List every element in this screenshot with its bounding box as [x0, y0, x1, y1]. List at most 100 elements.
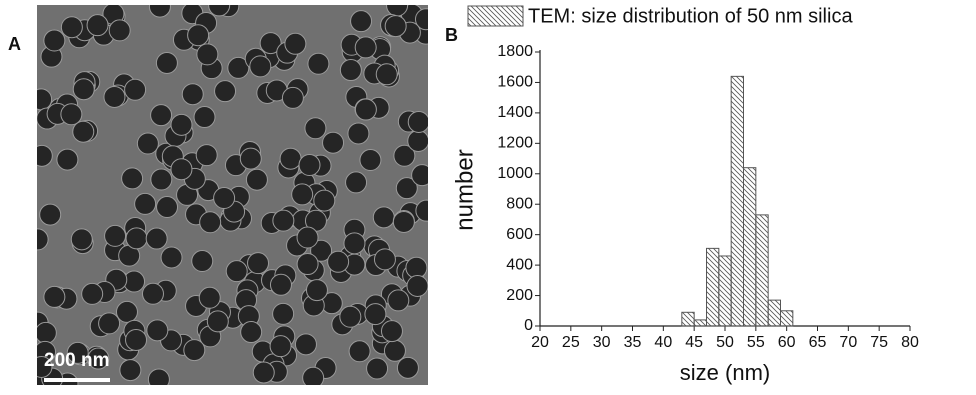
particle [147, 368, 170, 385]
x-tick-label: 25 [562, 334, 580, 351]
particle [395, 177, 418, 200]
bar [755, 214, 769, 327]
particle [227, 56, 250, 79]
x-tick-label: 65 [809, 334, 827, 351]
particle [206, 310, 229, 333]
particle [183, 339, 206, 362]
particle [252, 361, 275, 384]
particle [343, 232, 366, 255]
x-tick-label: 50 [716, 334, 734, 351]
particle [125, 227, 148, 250]
particle [145, 227, 168, 250]
particle [284, 32, 307, 55]
particle [150, 104, 173, 127]
particle [72, 120, 95, 143]
particle [134, 192, 157, 215]
x-tick-label: 20 [531, 334, 549, 351]
particle [269, 273, 292, 296]
particle [313, 189, 336, 212]
particle [304, 117, 327, 140]
particle [81, 282, 104, 305]
particle [296, 226, 319, 249]
particle [181, 83, 204, 106]
particle [406, 274, 428, 297]
particle [39, 203, 62, 226]
particle [239, 147, 262, 170]
particle [198, 286, 221, 309]
particle [136, 132, 159, 155]
x-tick-label: 45 [685, 334, 703, 351]
particle [37, 321, 57, 344]
particle [359, 149, 382, 172]
particle [327, 250, 350, 273]
particle [87, 347, 110, 370]
x-tick-label: 40 [654, 334, 672, 351]
particle [387, 289, 410, 312]
particle [148, 5, 171, 18]
y-tick-label: 1600 [497, 74, 533, 91]
particle [291, 183, 314, 206]
particle [146, 319, 169, 342]
y-tick-label: 400 [506, 256, 533, 273]
particle [225, 260, 248, 283]
particle [214, 80, 237, 103]
particle [155, 51, 178, 74]
particle [56, 148, 79, 171]
particle [354, 98, 377, 121]
particle [411, 164, 428, 187]
particle [37, 228, 49, 251]
bar [780, 310, 794, 327]
y-tick-label: 200 [506, 287, 533, 304]
panel-label: B [445, 25, 458, 45]
tem-image [37, 5, 428, 385]
y-tick-label: 0 [524, 317, 533, 334]
particle [296, 253, 319, 276]
particle [392, 210, 415, 233]
particle [196, 43, 219, 66]
particle [294, 333, 317, 356]
particle [354, 36, 377, 59]
particle [199, 211, 222, 234]
x-tick-label: 75 [870, 334, 888, 351]
bar [681, 311, 695, 327]
particle [187, 24, 210, 47]
particle [407, 110, 428, 133]
particle [213, 186, 236, 209]
legend-label: TEM: size distribution of 50 nm silica [528, 5, 853, 27]
particle [70, 228, 93, 251]
particle [156, 196, 179, 219]
x-tick-label: 35 [624, 334, 642, 351]
y-tick-label: 1000 [497, 165, 533, 182]
particle [108, 19, 131, 42]
particle [305, 279, 328, 302]
particle [43, 285, 66, 308]
particle [170, 158, 193, 181]
particle [310, 239, 333, 262]
particle [247, 252, 270, 275]
particle [366, 357, 389, 380]
particle [383, 339, 406, 362]
bar [693, 319, 708, 327]
particle [386, 5, 409, 17]
particle [339, 305, 362, 328]
particle [345, 171, 368, 194]
particle [160, 246, 183, 269]
particle [60, 103, 83, 126]
particle [191, 250, 214, 273]
bar [730, 75, 745, 327]
particle [272, 302, 295, 325]
x-axis-label: size (nm) [680, 360, 770, 385]
particle [393, 144, 416, 167]
y-axis-label: number [451, 149, 478, 230]
particle [380, 320, 403, 343]
particle [407, 129, 428, 152]
particle [269, 335, 292, 358]
particle [249, 55, 272, 78]
particle [37, 355, 53, 378]
y-tick-label: 800 [506, 195, 533, 212]
x-tick-label: 60 [778, 334, 796, 351]
particle [298, 154, 321, 177]
legend-swatch [467, 5, 524, 27]
particle [170, 113, 193, 136]
